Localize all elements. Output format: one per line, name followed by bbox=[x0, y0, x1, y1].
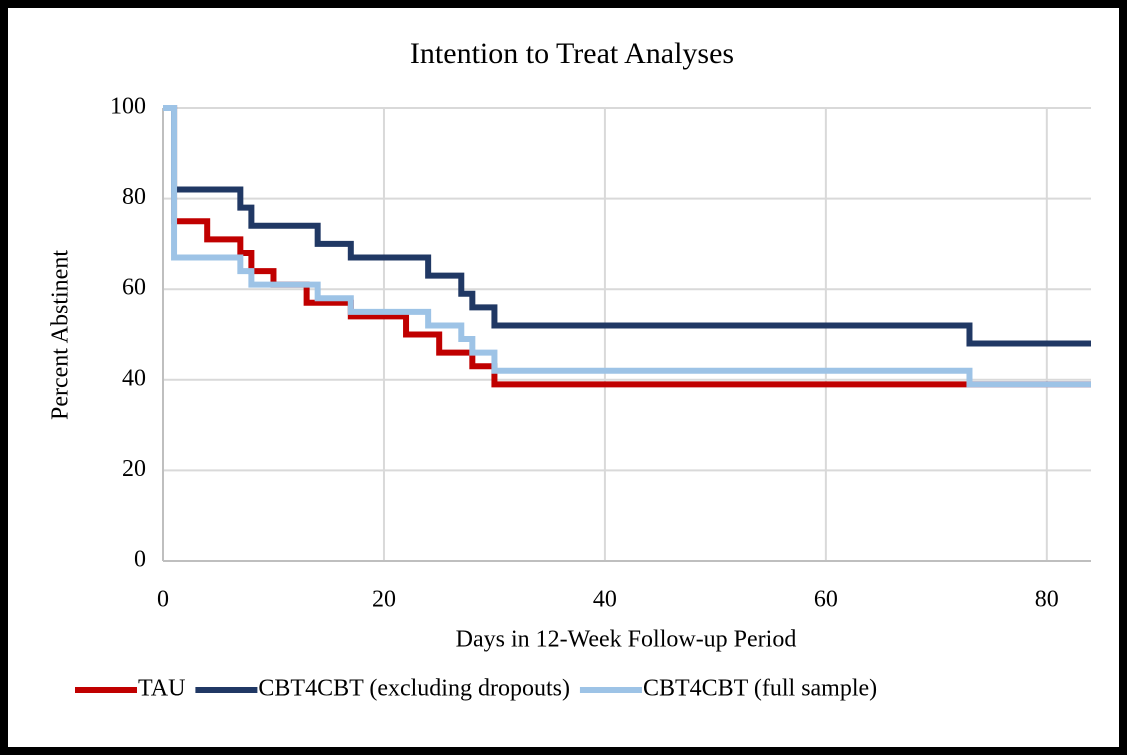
x-tick-label: 0 bbox=[157, 587, 169, 613]
series-line bbox=[163, 105, 1091, 347]
legend-label: TAU bbox=[138, 676, 185, 702]
y-tick-label: 40 bbox=[122, 365, 146, 391]
y-tick-label: 80 bbox=[122, 184, 146, 210]
y-tick-label: 20 bbox=[122, 456, 146, 482]
x-tick-label: 60 bbox=[814, 587, 838, 613]
y-axis-label: Percent Abstinent bbox=[48, 250, 74, 420]
x-tick-label: 20 bbox=[372, 587, 396, 613]
chart-title: Intention to Treat Analyses bbox=[410, 37, 734, 70]
y-tick-label: 100 bbox=[110, 94, 146, 120]
legend-label: CBT4CBT (full sample) bbox=[643, 676, 877, 702]
y-tick-label: 60 bbox=[122, 275, 146, 301]
y-tick-label: 0 bbox=[134, 547, 146, 573]
x-axis-label: Days in 12-Week Follow-up Period bbox=[456, 627, 797, 653]
x-tick-label: 80 bbox=[1035, 587, 1059, 613]
x-tick-label: 40 bbox=[593, 587, 617, 613]
legend-label: CBT4CBT (excluding dropouts) bbox=[258, 676, 570, 702]
series-line bbox=[163, 105, 1091, 388]
